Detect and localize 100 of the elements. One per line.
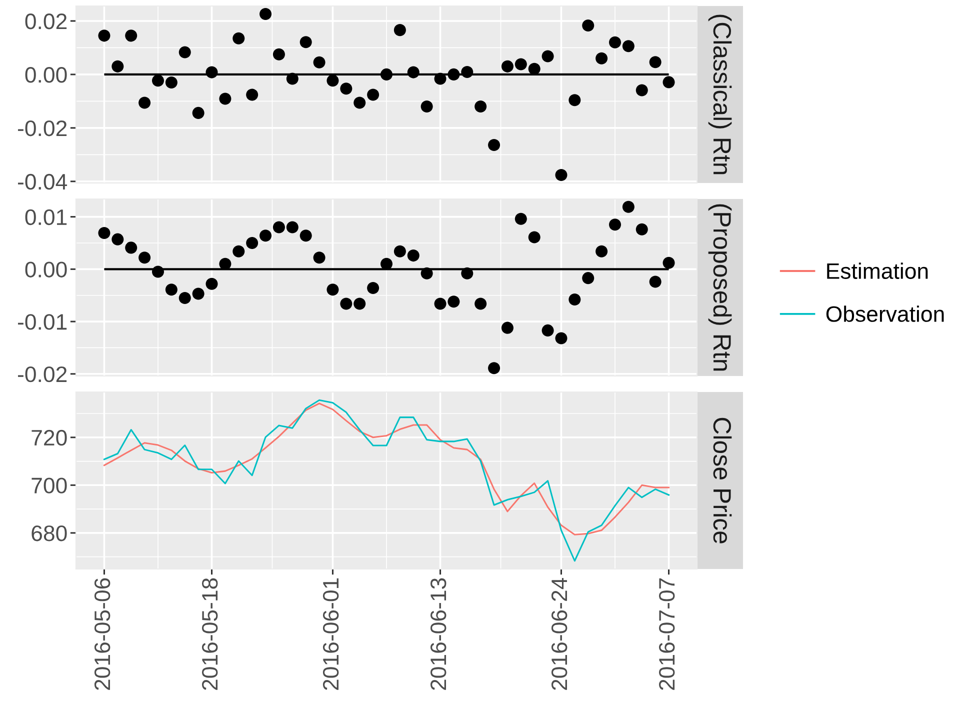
- point: [313, 252, 326, 264]
- point: [98, 30, 110, 42]
- y-tick-label: 680: [32, 525, 67, 542]
- point: [649, 56, 662, 68]
- point: [448, 296, 460, 308]
- point: [474, 298, 487, 310]
- point: [313, 56, 326, 68]
- point: [488, 362, 500, 374]
- point: [528, 62, 540, 75]
- point: [246, 88, 258, 101]
- point: [260, 8, 272, 20]
- x-tick-label: 2016-06-01: [322, 578, 339, 690]
- point: [260, 230, 272, 242]
- point: [112, 60, 124, 72]
- point: [125, 242, 138, 254]
- point: [192, 106, 204, 119]
- point: [622, 40, 634, 52]
- point: [232, 32, 245, 44]
- point: [461, 267, 474, 280]
- point: [501, 60, 514, 72]
- point: [354, 298, 366, 310]
- point: [636, 223, 648, 236]
- point: [636, 84, 648, 96]
- point: [380, 258, 393, 270]
- point: [340, 82, 352, 95]
- point: [286, 72, 298, 85]
- legend-label: Observation: [826, 306, 944, 322]
- point: [596, 245, 608, 258]
- point: [178, 292, 191, 304]
- x-tick-label: 2016-06-24: [551, 578, 568, 690]
- point: [582, 272, 594, 284]
- point: [582, 20, 594, 32]
- point: [125, 30, 138, 42]
- point: [138, 96, 151, 109]
- point: [568, 94, 581, 106]
- point: [246, 236, 258, 249]
- point: [394, 245, 406, 258]
- y-tick-label: 0.01: [25, 209, 67, 226]
- point: [514, 58, 527, 70]
- point: [152, 74, 164, 87]
- point: [528, 231, 540, 244]
- point: [112, 233, 124, 246]
- point: [380, 68, 393, 80]
- point: [354, 96, 366, 109]
- point: [608, 218, 622, 231]
- point: [662, 256, 675, 269]
- y-axis-title: Close Price: [713, 418, 732, 544]
- point: [434, 298, 446, 310]
- point: [232, 245, 245, 258]
- point: [407, 250, 420, 262]
- y-axis-title: (Classical) Rtn: [708, 14, 732, 174]
- point: [514, 212, 527, 225]
- point: [488, 139, 500, 152]
- point: [219, 92, 232, 105]
- point: [542, 50, 554, 62]
- point: [300, 36, 312, 48]
- point: [300, 230, 312, 242]
- point: [326, 284, 339, 296]
- line-series: [103, 402, 670, 536]
- point: [152, 266, 164, 278]
- y-tick-label: -0.04: [18, 174, 68, 190]
- point: [286, 221, 298, 234]
- point: [542, 324, 554, 336]
- y-tick-label: -0.02: [18, 366, 67, 382]
- point: [622, 200, 634, 213]
- point: [555, 168, 568, 181]
- point: [474, 100, 487, 113]
- point: [649, 276, 662, 288]
- point: [568, 294, 581, 306]
- point: [206, 66, 218, 78]
- point: [367, 88, 380, 101]
- y-tick-label: 0.02: [25, 14, 67, 30]
- point: [448, 68, 460, 80]
- point: [326, 74, 339, 87]
- point: [434, 72, 446, 85]
- point: [272, 48, 285, 60]
- point: [165, 284, 178, 296]
- point: [98, 227, 110, 240]
- y-tick-label: 0.00: [25, 66, 67, 83]
- point: [394, 24, 406, 36]
- point: [662, 76, 675, 88]
- point: [555, 332, 568, 344]
- point: [340, 298, 352, 310]
- point: [596, 52, 608, 64]
- x-tick-label: 2016-05-18: [202, 578, 218, 690]
- point: [138, 252, 151, 264]
- point: [165, 76, 178, 88]
- point: [367, 282, 380, 294]
- point: [206, 278, 218, 290]
- point: [461, 66, 474, 78]
- point: [608, 36, 622, 48]
- legend-label: Estimation: [827, 262, 928, 279]
- y-tick-label: 0.00: [25, 262, 67, 278]
- point: [407, 66, 420, 78]
- point: [501, 322, 514, 334]
- y-axis-title: (Proposed) Rtn: [708, 204, 732, 371]
- y-tick-label: 720: [32, 430, 67, 446]
- point: [192, 288, 204, 300]
- y-tick-label: -0.02: [18, 120, 67, 136]
- point: [272, 221, 285, 234]
